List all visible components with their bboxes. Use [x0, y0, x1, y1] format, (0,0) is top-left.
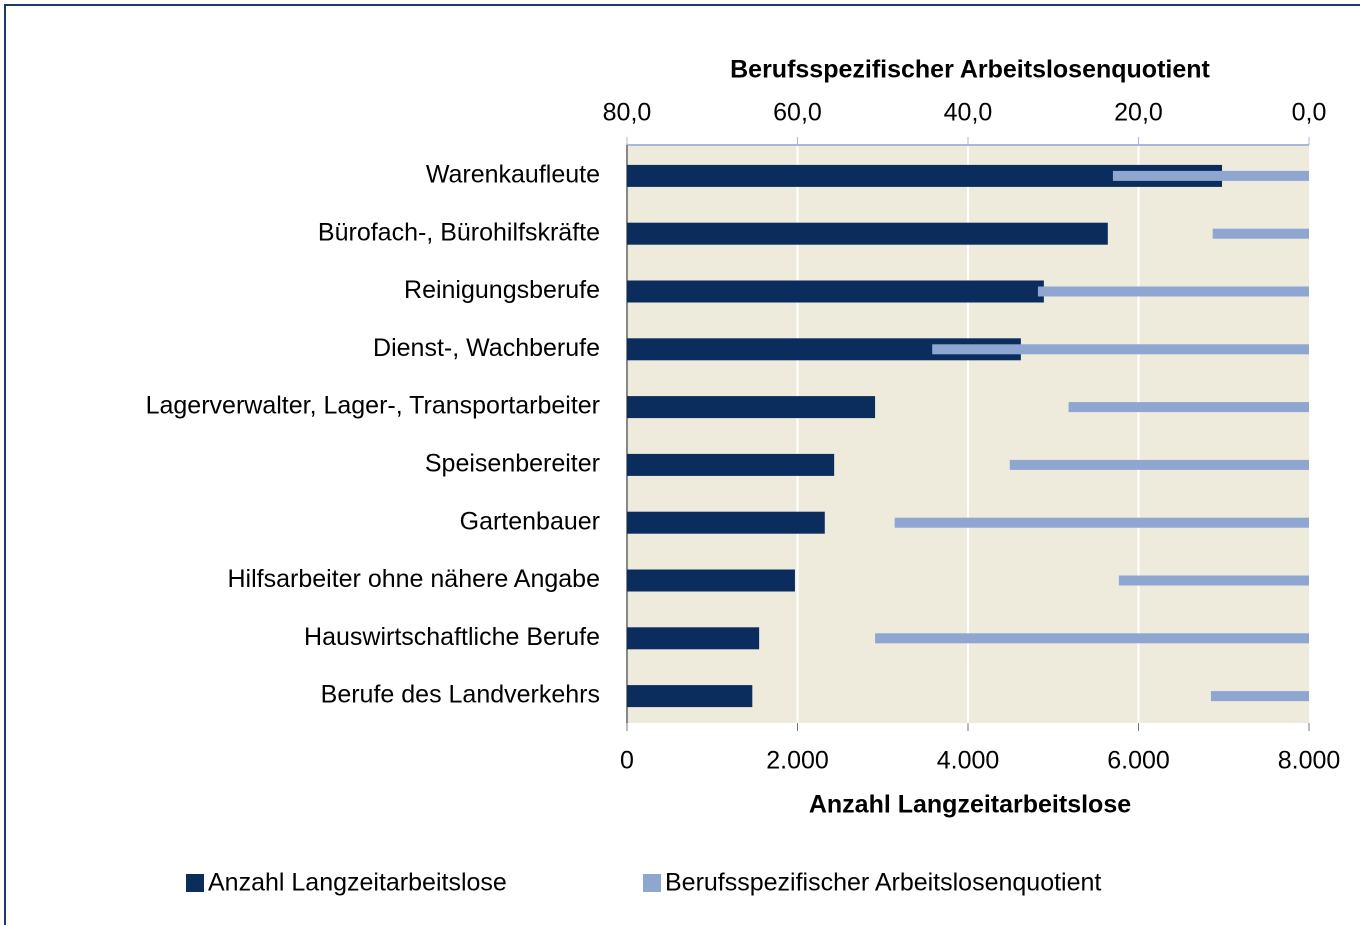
category-label: Dienst-, Wachberufe — [373, 334, 600, 362]
bar — [627, 280, 1044, 303]
bar — [1212, 228, 1309, 239]
bar — [627, 222, 1108, 245]
bar — [1118, 575, 1309, 586]
x-tick-label: 4.000 — [937, 747, 1000, 775]
x2-tick-label: 80,0 — [603, 99, 652, 127]
legend-swatch — [186, 874, 204, 892]
bar — [627, 627, 760, 650]
bottom-axis-title: Anzahl Langzeitarbeitslose — [809, 791, 1131, 819]
category-label: Lagerverwalter, Lager-, Transportarbeite… — [146, 392, 600, 420]
category-label: Reinigungsberufe — [404, 276, 600, 304]
bar — [1112, 170, 1309, 181]
category-label: Bürofach-, Bürohilfskräfte — [318, 218, 600, 246]
category-label: Warenkaufleute — [426, 161, 600, 189]
legend-swatch — [643, 874, 661, 892]
bar — [875, 633, 1309, 644]
category-label: Hauswirtschaftliche Berufe — [304, 623, 600, 651]
bar — [1210, 691, 1309, 702]
category-label: Gartenbauer — [460, 507, 600, 535]
legend-label: Anzahl Langzeitarbeitslose — [208, 869, 507, 897]
bar — [1037, 286, 1309, 297]
x-tick-label: 0 — [620, 747, 634, 775]
legend-label: Berufsspezifischer Arbeitslosenquotient — [665, 869, 1101, 897]
bar — [894, 517, 1309, 528]
x-tick-label: 2.000 — [766, 747, 829, 775]
bar — [627, 685, 753, 708]
x2-tick-label: 20,0 — [1114, 99, 1163, 127]
top-axis-title: Berufsspezifischer Arbeitslosenquotient — [730, 56, 1210, 84]
category-label: Speisenbereiter — [425, 450, 600, 478]
x2-tick-label: 40,0 — [944, 99, 993, 127]
x-tick-label: 8.000 — [1278, 747, 1341, 775]
bar — [627, 338, 1021, 361]
bar — [1009, 459, 1309, 470]
x2-tick-label: 60,0 — [773, 99, 822, 127]
bar — [627, 569, 795, 592]
x2-tick-label: 0,0 — [1292, 99, 1327, 127]
bar — [627, 164, 1223, 187]
bar — [1068, 402, 1309, 413]
bar — [627, 396, 876, 419]
category-label: Hilfsarbeiter ohne nähere Angabe — [228, 565, 601, 593]
bar — [627, 511, 825, 534]
x-tick-label: 6.000 — [1107, 747, 1170, 775]
bar — [627, 453, 835, 476]
bar — [932, 344, 1309, 355]
category-label: Berufe des Landverkehrs — [321, 681, 600, 709]
